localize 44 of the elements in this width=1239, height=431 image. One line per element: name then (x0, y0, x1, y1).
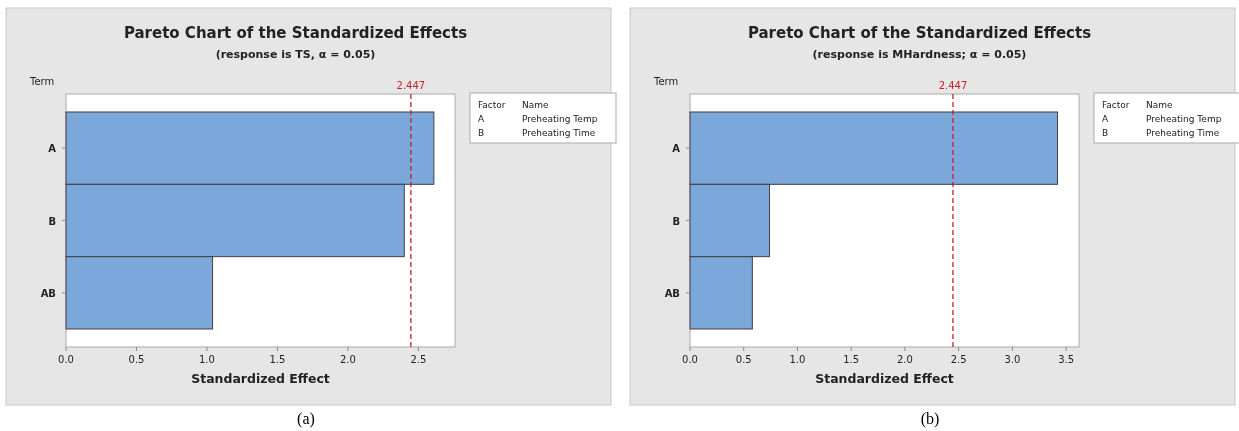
y-tick-label: A (672, 143, 681, 155)
text: Name (1146, 100, 1174, 110)
x-tick-label: 1.5 (843, 354, 860, 365)
y-tick-label: AB (40, 287, 56, 299)
text: A (478, 114, 485, 124)
text: Factor (478, 100, 506, 110)
text: Preheating Time (1146, 128, 1220, 138)
x-axis-title: Standardized Effect (191, 371, 330, 386)
text: Preheating Temp (522, 114, 598, 124)
text: Name (522, 100, 550, 110)
chart-title: Pareto Chart of the Standardized Effects (747, 24, 1092, 42)
x-tick-label: 1.0 (789, 354, 806, 365)
text: Factor (1102, 100, 1130, 110)
chart-subtitle: (response is MHardness; α = 0.05) (812, 48, 1027, 61)
y-tick-label: B (672, 215, 680, 227)
x-tick-label: 0.0 (682, 354, 698, 365)
x-tick-label: 0.5 (128, 354, 145, 365)
x-tick-label: 1.5 (269, 354, 286, 365)
x-tick-label: 2.5 (410, 354, 427, 365)
ref-line-label: 2.447 (396, 80, 426, 91)
y-axis-title: Term (653, 76, 679, 87)
x-tick-label: 2.0 (896, 354, 913, 365)
x-tick-label: 2.5 (950, 354, 967, 365)
ref-line-label: 2.447 (938, 80, 968, 91)
x-tick-label: 3.0 (1004, 354, 1021, 365)
y-tick-label: AB (664, 287, 680, 299)
x-tick-label: 3.5 (1058, 354, 1075, 365)
text: B (478, 128, 485, 138)
text: (a) (297, 410, 315, 428)
chart-subtitle: (response is TS, α = 0.05) (215, 48, 376, 61)
text: Preheating Temp (1146, 114, 1222, 124)
text: A (1102, 114, 1109, 124)
text: (b) (920, 410, 940, 428)
x-tick-label: 2.0 (339, 354, 356, 365)
x-tick-label: 0.0 (58, 354, 74, 365)
x-axis-title: Standardized Effect (815, 371, 954, 386)
x-tick-label: 0.5 (735, 354, 752, 365)
x-tick-label: 1.0 (198, 354, 215, 365)
text: B (1102, 128, 1109, 138)
chart-title: Pareto Chart of the Standardized Effects (123, 24, 468, 42)
text: Preheating Time (522, 128, 596, 138)
y-axis-title: Term (29, 76, 55, 87)
y-tick-label: A (48, 143, 57, 155)
y-tick-label: B (48, 215, 56, 227)
